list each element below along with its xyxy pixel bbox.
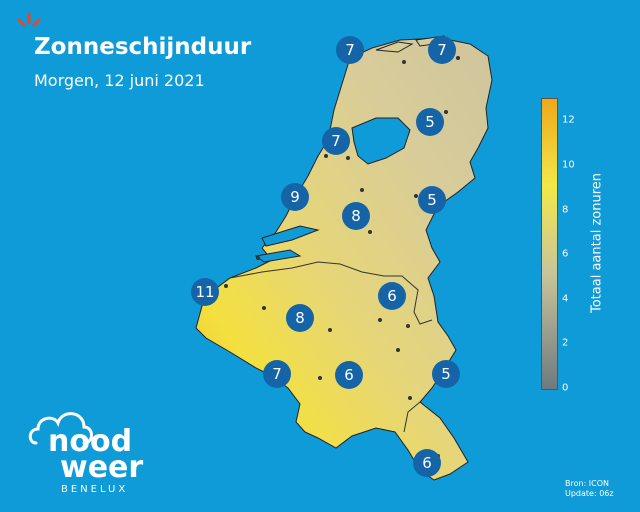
marker-value: 11 (195, 283, 214, 301)
sunshine-marker: 8 (342, 202, 370, 230)
marker-value: 6 (422, 454, 432, 472)
zeeland-estuary-2 (254, 249, 302, 263)
source-info: Bron: ICON Update: 06z (565, 479, 614, 499)
marker-circle (286, 304, 314, 332)
sun-rays-icon (17, 12, 41, 27)
border-nl-be (229, 261, 433, 325)
cloud-logo-icon (28, 412, 93, 445)
marker-circle (322, 127, 350, 155)
source-update: Update: 06z (565, 489, 614, 498)
sunshine-marker: 5 (416, 108, 444, 136)
sunshine-marker: 6 (413, 449, 441, 477)
marker-circle (336, 36, 364, 64)
land-area (195, 35, 493, 481)
marker-value: 5 (441, 365, 451, 383)
marker-value: 7 (331, 132, 341, 150)
ijsselmeer (351, 117, 411, 165)
sunshine-marker: 11 (191, 278, 219, 306)
wadden-island-1 (375, 41, 414, 53)
marker-circle (416, 108, 444, 136)
page-title: Zonneschijnduur (34, 34, 252, 60)
page-subtitle: Morgen, 12 juni 2021 (34, 71, 205, 90)
sunshine-markers: 7 7 5 7 9 8 5 11 6 8 7 6 5 6 (191, 36, 460, 477)
color-scale-tick: 12 (562, 114, 575, 126)
color-scale-tick: 6 (562, 248, 569, 260)
marker-value: 6 (344, 366, 354, 384)
color-scale-tick: 0 (562, 382, 569, 394)
sunshine-marker: 7 (263, 360, 291, 388)
marker-value: 8 (295, 309, 305, 327)
color-scale-tick: 2 (562, 337, 569, 349)
marker-circle (342, 202, 370, 230)
sunshine-marker: 6 (378, 282, 406, 310)
marker-value: 7 (437, 41, 447, 59)
color-scale-tick: 8 (562, 204, 569, 216)
color-scale-bar (541, 98, 558, 390)
marker-value: 9 (290, 188, 300, 206)
sunshine-marker: 7 (322, 127, 350, 155)
border-be-lux (403, 401, 421, 433)
marker-circle (432, 360, 460, 388)
marker-circle (191, 278, 219, 306)
marker-circle (335, 361, 363, 389)
sunshine-marker: 5 (432, 360, 460, 388)
color-scale-tick: 4 (562, 293, 569, 305)
color-scale-title: Totaal aantal zonuren (589, 173, 605, 313)
marker-circle (378, 282, 406, 310)
marker-value: 5 (427, 191, 437, 209)
marker-circle (418, 186, 446, 214)
sunshine-marker: 7 (336, 36, 364, 64)
sunshine-marker: 7 (428, 36, 456, 64)
marker-circle (281, 183, 309, 211)
marker-value: 7 (345, 41, 355, 59)
marker-circle (428, 36, 456, 64)
marker-value: 6 (387, 287, 397, 305)
marker-value: 5 (425, 113, 435, 131)
logo-word-weer: weer (60, 450, 144, 485)
logo-subtitle: BENELUX (61, 484, 129, 495)
benelux-land (195, 37, 493, 481)
borders (229, 261, 433, 433)
zeeland-estuary-1 (261, 225, 320, 247)
sunshine-marker: 5 (418, 186, 446, 214)
sunshine-marker: 9 (281, 183, 309, 211)
marker-value: 7 (272, 365, 282, 383)
sunshine-marker: 6 (335, 361, 363, 389)
marker-value: 8 (351, 207, 361, 225)
marker-circle (263, 360, 291, 388)
sunshine-marker: 8 (286, 304, 314, 332)
color-scale-tick: 10 (562, 159, 575, 171)
source-model: Bron: ICON (565, 479, 610, 488)
marker-circle (413, 449, 441, 477)
logo-word-nood: nood (48, 424, 133, 459)
